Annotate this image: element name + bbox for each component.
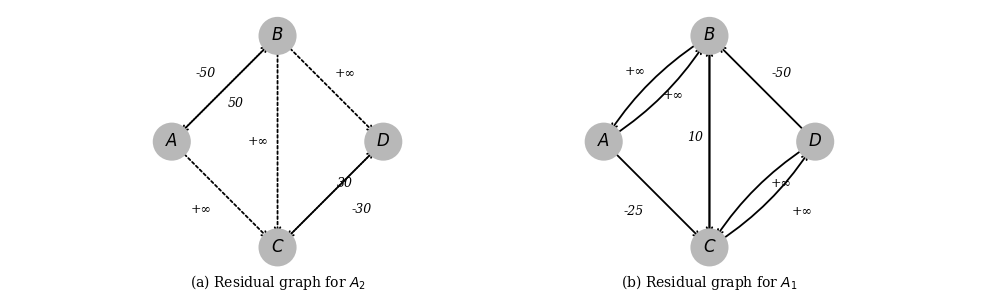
Text: $\mathit{A}$: $\mathit{A}$ — [165, 133, 178, 150]
Text: 30: 30 — [337, 177, 353, 190]
Text: 50: 50 — [227, 97, 243, 110]
Text: +∞: +∞ — [792, 205, 812, 218]
Text: +∞: +∞ — [190, 203, 212, 216]
Text: (a) Residual graph for $A_2$: (a) Residual graph for $A_2$ — [189, 273, 365, 292]
Circle shape — [584, 123, 622, 161]
Text: $\mathit{D}$: $\mathit{D}$ — [808, 133, 821, 150]
Circle shape — [153, 123, 190, 161]
Text: (b) Residual graph for $A_1$: (b) Residual graph for $A_1$ — [620, 273, 797, 292]
Text: $\mathit{C}$: $\mathit{C}$ — [702, 239, 716, 256]
Text: +∞: +∞ — [247, 135, 268, 148]
Text: -30: -30 — [352, 203, 372, 216]
Text: +∞: +∞ — [663, 89, 683, 102]
Text: +∞: +∞ — [624, 65, 645, 78]
Text: $\mathit{C}$: $\mathit{C}$ — [270, 239, 284, 256]
Circle shape — [364, 123, 402, 161]
Circle shape — [690, 17, 728, 55]
Circle shape — [690, 228, 728, 266]
Circle shape — [258, 228, 296, 266]
Circle shape — [258, 17, 296, 55]
Text: +∞: +∞ — [334, 67, 355, 80]
Text: $\mathit{B}$: $\mathit{B}$ — [703, 27, 715, 44]
Text: $\mathit{A}$: $\mathit{A}$ — [597, 133, 609, 150]
Text: -50: -50 — [770, 67, 791, 80]
Text: $\mathit{B}$: $\mathit{B}$ — [271, 27, 283, 44]
Text: -25: -25 — [622, 205, 643, 218]
Text: -50: -50 — [195, 67, 216, 80]
Circle shape — [796, 123, 833, 161]
Text: +∞: +∞ — [770, 177, 791, 190]
Text: 10: 10 — [686, 131, 702, 144]
Text: $\mathit{D}$: $\mathit{D}$ — [376, 133, 389, 150]
